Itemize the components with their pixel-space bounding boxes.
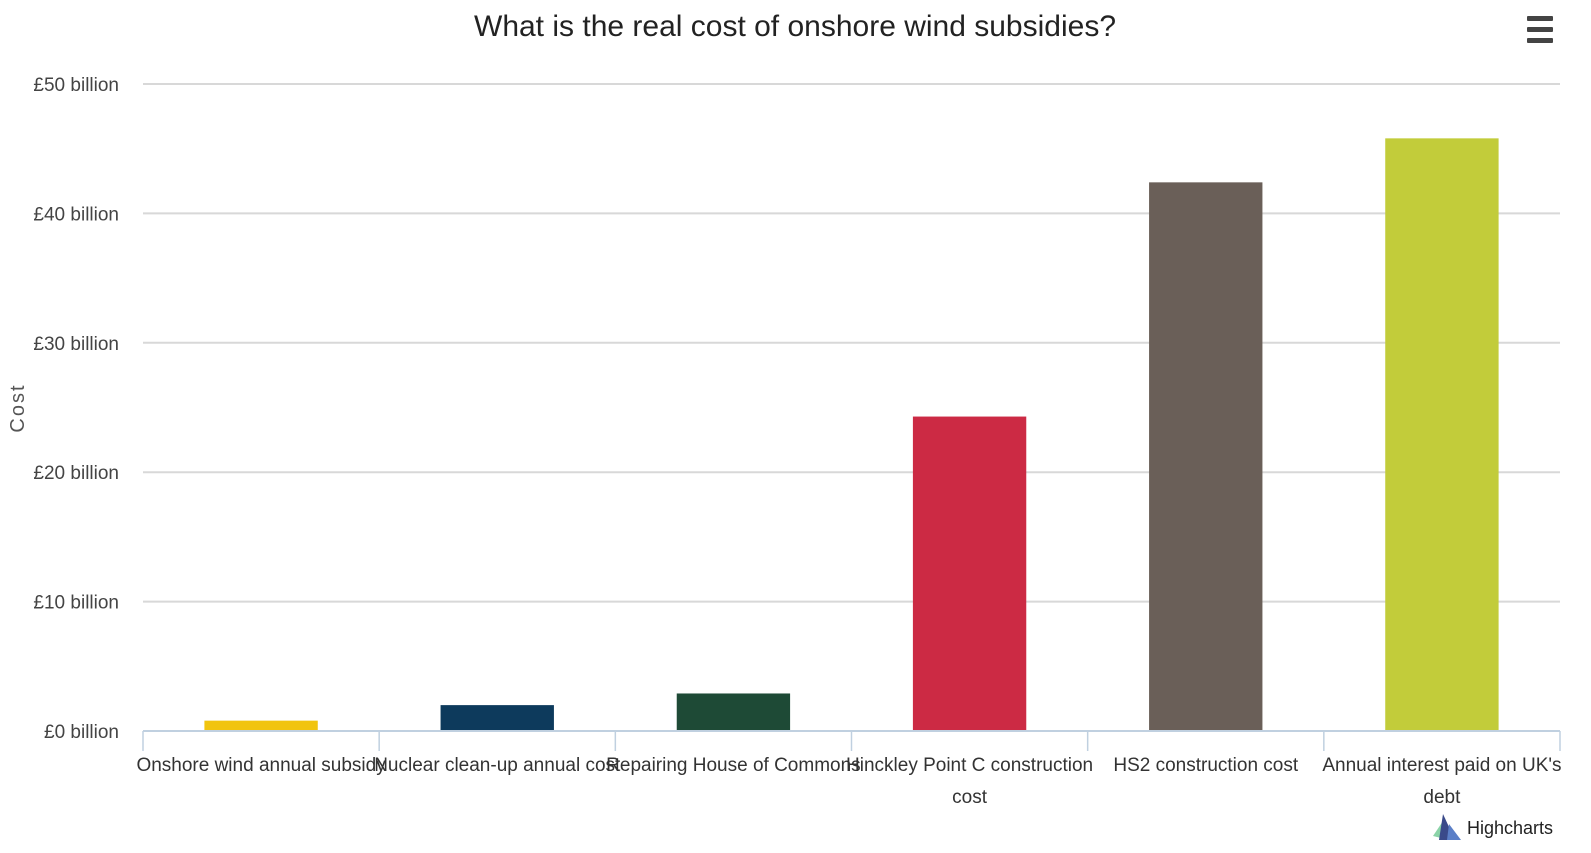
hamburger-menu-icon xyxy=(1527,16,1553,43)
bar-4[interactable] xyxy=(913,417,1026,731)
x-tick-label: Onshore wind annual subsidy xyxy=(136,755,386,776)
credits-text: Highcharts xyxy=(1467,818,1553,838)
chart-menu-button[interactable] xyxy=(1527,16,1553,43)
bar-5[interactable] xyxy=(1149,182,1262,731)
y-tick-label: £30 billion xyxy=(33,334,119,355)
gridlines xyxy=(143,84,1560,602)
x-tick-label-line: Nuclear clean-up annual cost xyxy=(374,755,621,776)
x-tick-label: Nuclear clean-up annual cost xyxy=(374,755,621,776)
y-tick-label: £0 billion xyxy=(44,722,119,743)
y-tick-label: £50 billion xyxy=(33,75,119,96)
x-tick-label-line: cost xyxy=(952,787,988,808)
bars xyxy=(204,138,1498,731)
x-tick-label-line: Hinckley Point C construction xyxy=(846,755,1093,776)
x-axis xyxy=(143,731,1560,751)
x-tick-label: Hinckley Point C construction cost xyxy=(846,755,1093,808)
x-tick-label-line: Repairing House of Commons xyxy=(606,755,861,776)
y-tick-label: £40 billion xyxy=(33,204,119,225)
y-axis-ticks: £0 billion £10 billion £20 billion £30 bill… xyxy=(33,75,119,743)
x-tick-label: Repairing House of Commons xyxy=(606,755,861,776)
bar-6[interactable] xyxy=(1385,138,1498,731)
chart-title: What is the real cost of onshore wind su… xyxy=(474,10,1116,43)
x-tick-label-line: Annual interest paid on UK's xyxy=(1322,755,1561,776)
highcharts-logo-icon xyxy=(1433,814,1461,840)
x-tick-label: Annual interest paid on UK's debt xyxy=(1322,755,1561,808)
y-axis-title: Cost xyxy=(7,383,29,432)
x-tick-label: HS2 construction cost xyxy=(1113,755,1299,776)
x-tick-label-line: Onshore wind annual subsidy xyxy=(136,755,386,776)
y-tick-label: £20 billion xyxy=(33,463,119,484)
bar-3[interactable] xyxy=(677,693,790,731)
bar-2[interactable] xyxy=(441,705,554,731)
y-tick-label: £10 billion xyxy=(33,593,119,614)
bar-1[interactable] xyxy=(204,721,317,731)
x-tick-label-line: HS2 construction cost xyxy=(1113,755,1299,776)
x-tick-label-line: debt xyxy=(1423,787,1461,808)
credits[interactable]: Highcharts xyxy=(1433,814,1553,840)
